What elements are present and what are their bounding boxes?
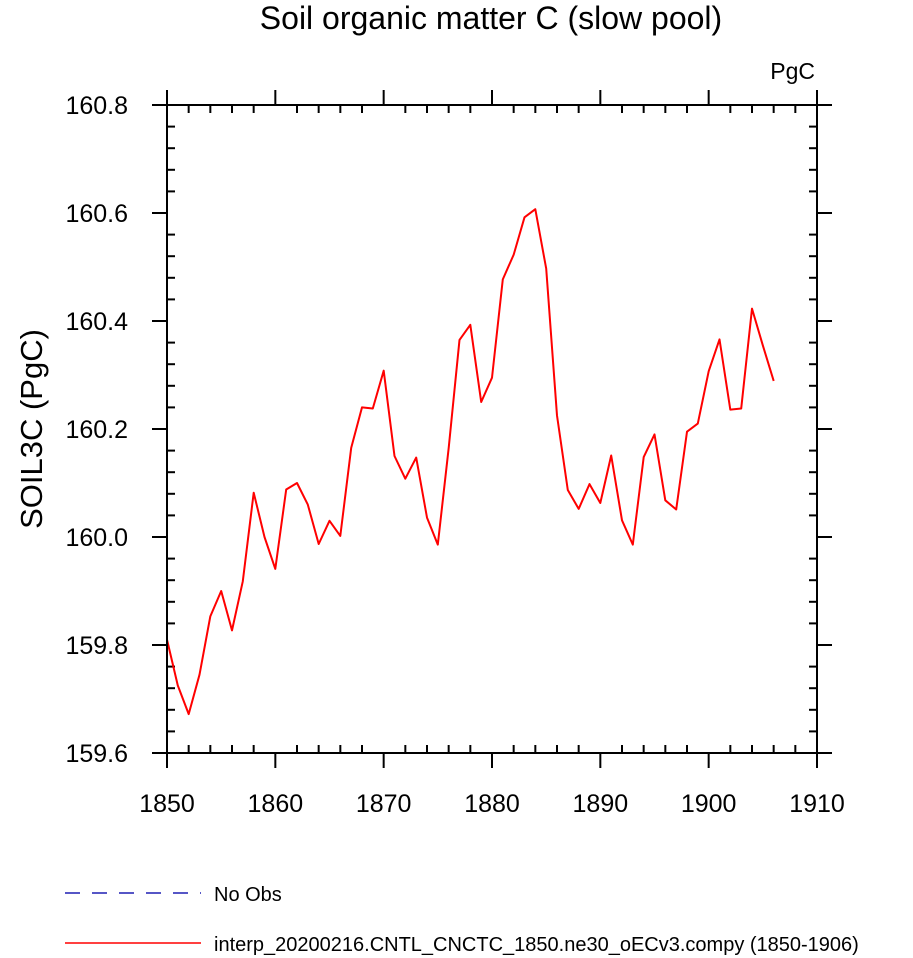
series-line: [166, 208, 775, 716]
x-tick-label: 1910: [789, 790, 845, 818]
x-tick-label: 1900: [681, 790, 737, 818]
legend-label: No Obs: [214, 884, 282, 906]
x-tick-label: 1850: [139, 790, 195, 818]
y-tick-label: 160.0: [65, 524, 128, 552]
plot-frame: [166, 104, 818, 754]
y-tick-label: 160.2: [65, 416, 128, 444]
units-label: PgC: [770, 58, 815, 84]
x-tick-label: 1890: [573, 790, 629, 818]
legend-label: interp_20200216.CNTL_CNCTC_1850.ne30_oEC…: [214, 934, 859, 956]
y-tick-label: 160.6: [65, 200, 128, 228]
y-tick-label: 159.8: [65, 632, 128, 660]
legend: No Obs interp_20200216.CNTL_CNCTC_1850.ne…: [65, 884, 859, 956]
y-tick-label: 160.4: [65, 308, 128, 336]
y-tick-label: 159.6: [65, 740, 128, 768]
x-tick-label: 1870: [356, 790, 412, 818]
x-tick-labels: 1850 1860 1870 1880 1890 1900 1910: [139, 790, 845, 818]
chart-title: Soil organic matter C (slow pool): [260, 0, 722, 36]
y-axis-label: SOIL3C (PgC): [14, 329, 49, 529]
series-lines: [166, 208, 775, 716]
y-tick-label: 160.8: [65, 92, 128, 120]
y-tick-labels: 159.6 159.8 160.0 160.2 160.4 160.6 160.8: [65, 92, 128, 768]
x-tick-label: 1860: [248, 790, 304, 818]
x-tick-label: 1880: [464, 790, 520, 818]
axis-ticks: [152, 90, 832, 768]
